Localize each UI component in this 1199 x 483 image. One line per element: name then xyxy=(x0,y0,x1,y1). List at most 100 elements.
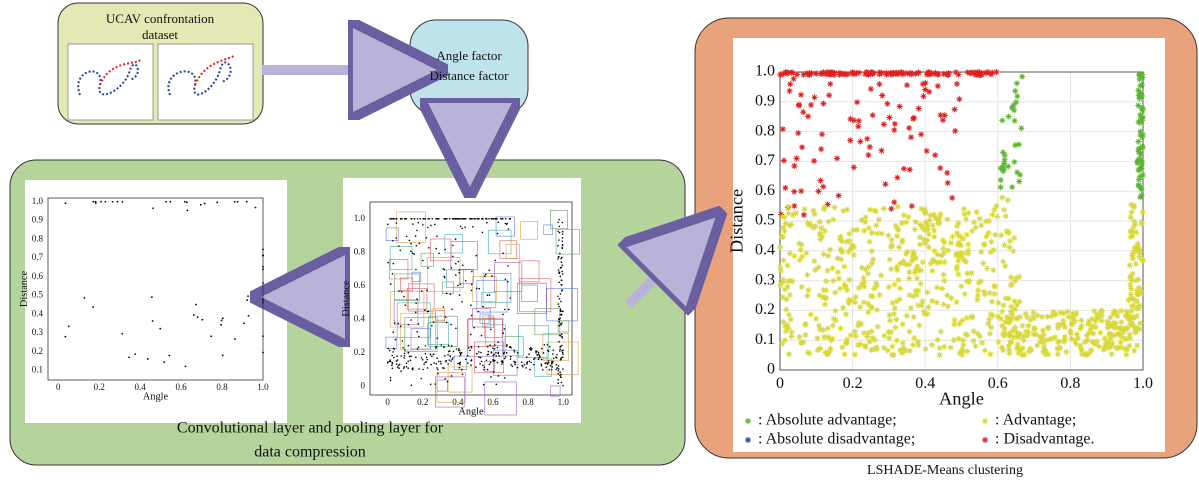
sample-point xyxy=(1000,302,1007,309)
sample-point xyxy=(788,221,795,228)
sample-point xyxy=(922,240,929,247)
sample-point xyxy=(559,376,562,378)
sample-point xyxy=(1015,141,1022,148)
sample-point xyxy=(1075,335,1082,342)
sample-point xyxy=(972,69,979,76)
sample-point xyxy=(1093,315,1100,322)
sample-point xyxy=(387,261,389,264)
sample-point xyxy=(1001,206,1008,213)
sample-point xyxy=(885,284,892,291)
sample-point xyxy=(965,210,972,217)
sample-point xyxy=(461,264,464,267)
sample-point xyxy=(1135,176,1142,183)
sample-point xyxy=(960,337,967,344)
sample-point xyxy=(1118,319,1125,326)
sample-point xyxy=(1002,330,1009,337)
sample-point xyxy=(488,218,490,220)
sample-point xyxy=(478,287,480,290)
sample-point xyxy=(461,301,463,303)
sample-point xyxy=(403,352,406,355)
sample-point xyxy=(395,363,398,365)
sample-point xyxy=(1138,186,1145,193)
sample-point xyxy=(834,255,841,262)
sample-point xyxy=(247,314,250,317)
sample-point xyxy=(866,206,873,213)
sample-point xyxy=(940,301,947,308)
sample-point xyxy=(399,217,402,220)
sample-point xyxy=(782,328,789,335)
sample-point xyxy=(473,326,475,329)
sample-point xyxy=(1013,333,1020,340)
sample-point xyxy=(460,217,463,220)
sample-point xyxy=(495,383,498,386)
sample-point xyxy=(1011,107,1018,114)
sample-point xyxy=(403,356,405,359)
sample-point xyxy=(852,299,859,306)
sample-point xyxy=(1129,250,1136,257)
sample-point xyxy=(913,275,920,282)
sample-point xyxy=(827,345,834,352)
sample-point xyxy=(779,340,786,347)
sample-point xyxy=(452,350,455,353)
sample-point xyxy=(199,203,202,206)
sample-point xyxy=(938,252,945,259)
sample-point xyxy=(1129,270,1136,277)
sample-point xyxy=(895,226,902,233)
sample-point xyxy=(956,320,963,327)
sample-point xyxy=(1042,351,1049,358)
sample-point xyxy=(974,330,981,337)
pool-window xyxy=(534,358,552,377)
sample-point xyxy=(819,233,826,240)
sample-point xyxy=(434,223,436,226)
sample-point xyxy=(1114,344,1121,351)
sample-point xyxy=(821,301,828,308)
sample-point xyxy=(1138,220,1145,227)
sample-point xyxy=(449,293,452,295)
sample-point xyxy=(869,293,876,300)
sample-point xyxy=(1137,131,1144,138)
sample-point xyxy=(247,295,249,297)
sample-point xyxy=(561,233,564,235)
sample-point xyxy=(504,355,507,358)
sample-point xyxy=(400,355,403,357)
sample-point xyxy=(417,335,420,338)
sample-point xyxy=(845,300,852,307)
sample-point xyxy=(422,217,424,220)
sample-point xyxy=(201,318,204,321)
sample-point xyxy=(492,217,495,220)
sample-point xyxy=(940,70,947,77)
sample-point xyxy=(975,279,982,286)
sample-point xyxy=(1006,244,1013,251)
sample-point xyxy=(824,325,831,332)
sample-point xyxy=(920,226,927,233)
sample-point xyxy=(926,88,933,95)
sample-point xyxy=(1005,316,1012,323)
sample-point xyxy=(246,299,249,302)
sample-point xyxy=(507,228,510,230)
sample-point xyxy=(1128,277,1135,284)
sample-point xyxy=(965,241,972,248)
sample-point xyxy=(865,270,872,277)
sample-point xyxy=(895,276,902,283)
sample-point xyxy=(1071,337,1078,344)
sample-point xyxy=(811,157,818,164)
sample-point xyxy=(924,289,931,296)
sample-point xyxy=(1107,314,1114,321)
sample-point xyxy=(426,367,429,369)
sample-point xyxy=(989,69,996,76)
sample-point xyxy=(477,346,480,348)
sample-point xyxy=(842,283,849,290)
sample-point xyxy=(464,358,467,361)
sample-point xyxy=(1025,322,1032,329)
sample-point xyxy=(432,321,435,323)
sample-point xyxy=(558,252,561,255)
sample-point xyxy=(1139,257,1146,264)
sample-point xyxy=(891,281,898,288)
sample-point xyxy=(407,367,409,369)
sample-point xyxy=(798,241,805,248)
sample-point xyxy=(847,332,854,339)
sample-point xyxy=(821,333,828,340)
sample-point xyxy=(914,263,921,270)
pool-window xyxy=(447,366,473,393)
